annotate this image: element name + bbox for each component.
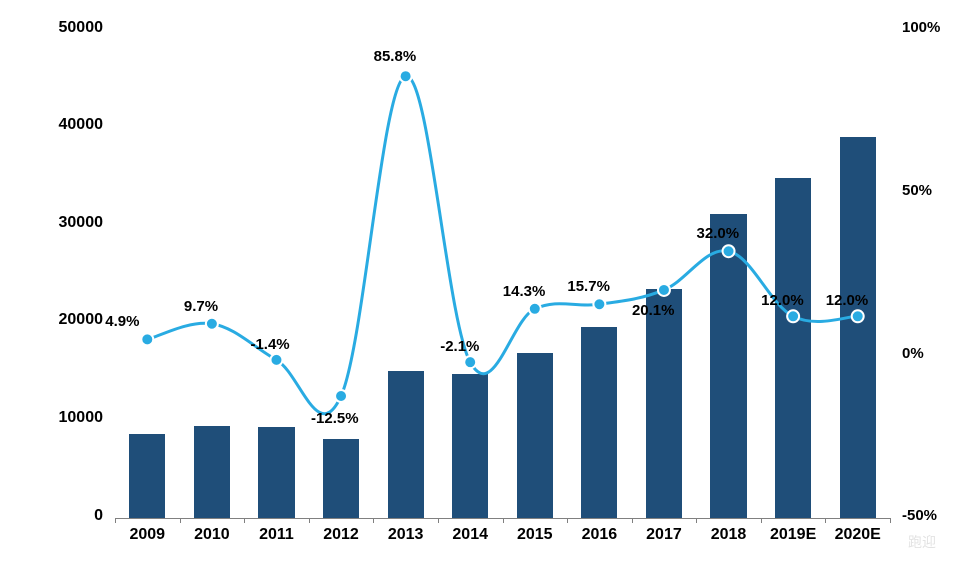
x-category-label: 2019E <box>761 526 826 544</box>
x-category-label: 2010 <box>180 526 245 544</box>
x-tick-mark <box>373 518 374 523</box>
y-right-tick: -50% <box>902 507 937 524</box>
y-left-tick: 30000 <box>59 214 104 232</box>
x-category-label: 2020E <box>825 526 890 544</box>
y-left-tick: 40000 <box>59 116 104 134</box>
bar <box>258 427 294 518</box>
x-tick-mark <box>115 518 116 523</box>
bar <box>581 327 617 518</box>
line-marker <box>464 356 476 368</box>
combo-chart: 0 10000 20000 30000 40000 50000 -50% 0% 50% 100% 2… <box>0 0 961 570</box>
watermark: 跑迎 <box>908 532 936 552</box>
line-path <box>147 76 857 414</box>
x-tick-mark <box>180 518 181 523</box>
x-category-label: 2011 <box>244 526 309 544</box>
line-marker <box>335 390 347 402</box>
line-marker <box>400 70 412 82</box>
x-category-label: 2015 <box>503 526 568 544</box>
x-category-label: 2018 <box>696 526 761 544</box>
y-right-tick: 0% <box>902 345 924 362</box>
x-category-label: 2014 <box>438 526 503 544</box>
x-category-label: 2009 <box>115 526 180 544</box>
bar <box>388 371 424 518</box>
y-right-tick: 50% <box>902 182 932 199</box>
x-tick-mark <box>696 518 697 523</box>
line-marker <box>206 318 218 330</box>
y-left-tick: 20000 <box>59 311 104 329</box>
line-marker <box>593 298 605 310</box>
x-tick-mark <box>438 518 439 523</box>
line-data-label: 9.7% <box>184 298 218 315</box>
y-right-tick: 100% <box>902 19 940 36</box>
line-data-label: -2.1% <box>440 338 479 355</box>
line-data-label: 15.7% <box>567 278 610 295</box>
line-data-label: 4.9% <box>105 313 139 330</box>
x-tick-mark <box>890 518 891 523</box>
bar <box>775 178 811 518</box>
x-tick-mark <box>503 518 504 523</box>
y-left-tick: 0 <box>94 507 103 525</box>
x-tick-mark <box>244 518 245 523</box>
line-marker <box>141 333 153 345</box>
line-data-label: 14.3% <box>503 283 546 300</box>
line-data-label: 12.0% <box>761 292 804 309</box>
line-data-label: -1.4% <box>250 336 289 353</box>
line-data-label: 12.0% <box>826 292 869 309</box>
y-left-tick: 50000 <box>59 19 104 37</box>
bar <box>323 439 359 518</box>
bar <box>710 214 746 518</box>
bar <box>129 434 165 518</box>
bar <box>194 426 230 518</box>
bar <box>452 374 488 518</box>
x-category-label: 2013 <box>373 526 438 544</box>
line-data-label: 20.1% <box>632 302 675 319</box>
x-category-label: 2012 <box>309 526 374 544</box>
x-tick-mark <box>632 518 633 523</box>
x-tick-mark <box>309 518 310 523</box>
bar <box>646 289 682 518</box>
x-tick-mark <box>567 518 568 523</box>
line-data-label: 32.0% <box>697 225 740 242</box>
x-tick-mark <box>825 518 826 523</box>
x-category-label: 2016 <box>567 526 632 544</box>
x-tick-mark <box>761 518 762 523</box>
bar <box>517 353 553 518</box>
line-marker <box>270 354 282 366</box>
y-left-tick: 10000 <box>59 409 104 427</box>
line-data-label: -12.5% <box>311 410 359 427</box>
line-data-label: 85.8% <box>374 48 417 65</box>
line-marker <box>529 303 541 315</box>
x-category-label: 2017 <box>632 526 697 544</box>
bar <box>840 137 876 518</box>
